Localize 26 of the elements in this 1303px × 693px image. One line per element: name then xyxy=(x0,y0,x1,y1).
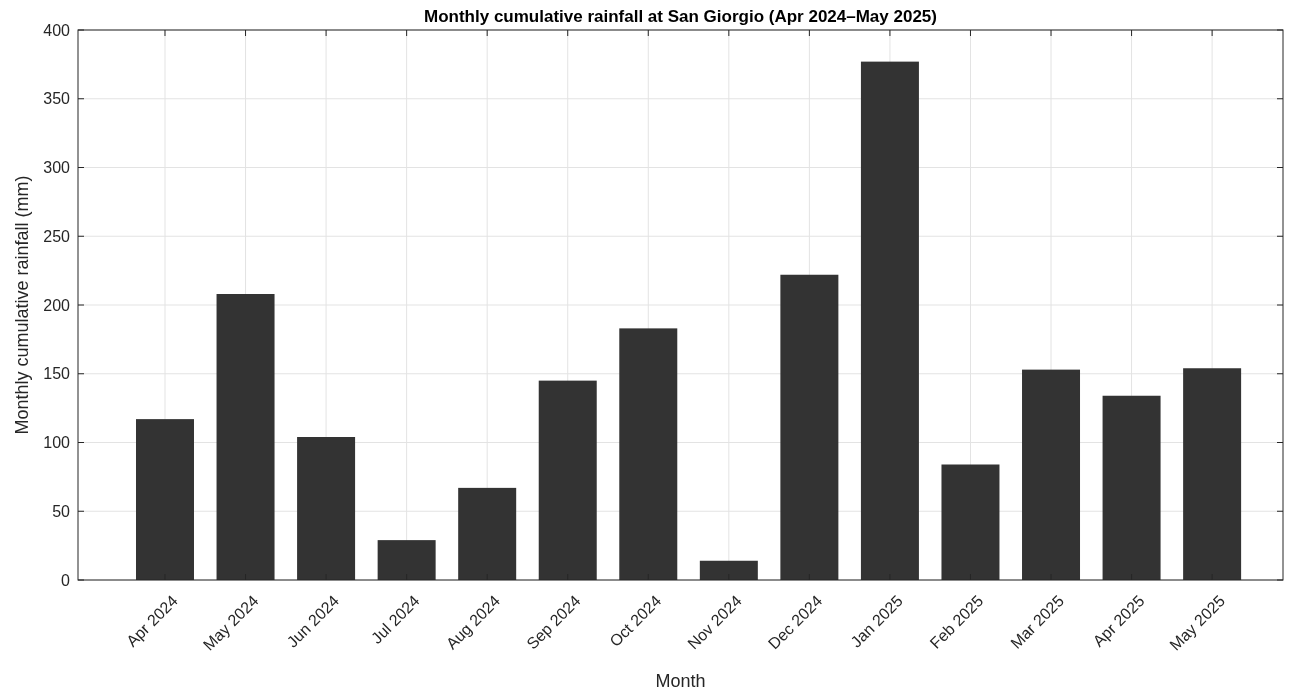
bar xyxy=(941,464,1000,580)
bar xyxy=(780,274,839,580)
bar xyxy=(136,419,194,580)
y-tick-label: 350 xyxy=(43,90,71,108)
bar xyxy=(699,560,758,580)
bar xyxy=(538,380,597,580)
y-tick-label: 0 xyxy=(61,571,71,589)
y-tick-label: 50 xyxy=(52,502,71,520)
bar xyxy=(1022,369,1081,580)
y-tick-label: 150 xyxy=(43,365,71,383)
x-axis-title: Month xyxy=(655,671,706,691)
bar xyxy=(297,437,356,580)
y-axis-title: Monthly cumulative rainfall (mm) xyxy=(12,175,32,435)
bar xyxy=(216,294,275,580)
y-tick-label: 250 xyxy=(43,227,71,245)
bar xyxy=(458,487,517,580)
bar xyxy=(1102,395,1161,580)
chart-title: Monthly cumulative rainfall at San Giorgio (Apr 2024–May 2025) xyxy=(424,7,937,26)
bar xyxy=(1183,368,1242,580)
y-tick-label: 200 xyxy=(43,296,71,314)
y-tick-label: 400 xyxy=(43,21,71,39)
y-tick-label: 300 xyxy=(43,159,71,177)
bar xyxy=(619,328,678,580)
y-tick-label: 100 xyxy=(43,434,71,452)
bar xyxy=(377,540,436,580)
bar xyxy=(860,61,919,580)
